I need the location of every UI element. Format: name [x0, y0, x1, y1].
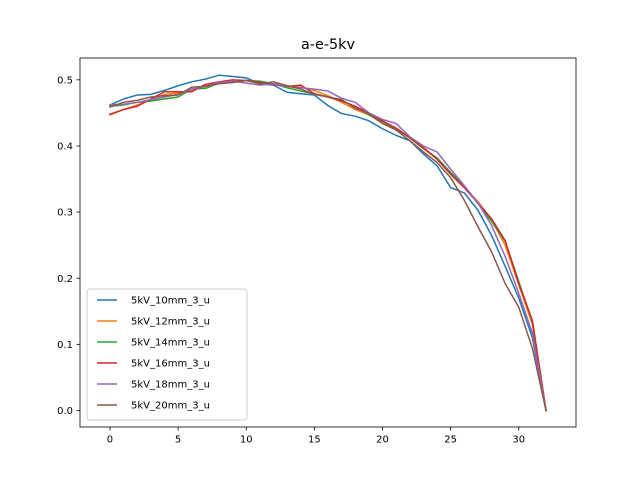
y-tick-label: 0.3	[57, 208, 73, 219]
y-tick-label: 0.5	[57, 75, 73, 86]
y-tick-label: 0.4	[57, 142, 73, 153]
chart-title: a-e-5kv	[301, 37, 356, 53]
legend-label: 5kV_12mm_3_u	[131, 317, 210, 328]
legend-label: 5kV_10mm_3_u	[131, 296, 210, 307]
y-tick-label: 0.2	[57, 274, 73, 285]
x-tick-label: 25	[444, 435, 457, 446]
x-tick-label: 20	[376, 435, 389, 446]
legend-label: 5kV_14mm_3_u	[131, 338, 210, 349]
x-tick-label: 30	[512, 435, 525, 446]
y-tick-label: 0.1	[57, 340, 73, 351]
x-axis-ticks: 0 5 10 15 20 25 30	[107, 427, 525, 446]
legend-label: 5kV_18mm_3_u	[131, 380, 210, 391]
y-tick-label: 0.0	[57, 406, 73, 417]
x-tick-label: 15	[308, 435, 321, 446]
plot-lines	[108, 74, 547, 412]
legend-label: 5kV_20mm_3_u	[131, 401, 210, 412]
x-tick-label: 10	[240, 435, 253, 446]
y-axis-ticks: 0.0 0.1 0.2 0.3 0.4 0.5	[57, 75, 80, 417]
x-tick-label: 0	[107, 435, 113, 446]
legend-label: 5kV_16mm_3_u	[131, 359, 210, 370]
plot-frame	[79, 57, 577, 428]
series-line-5kV_10mm_3_u	[108, 74, 547, 412]
legend-box	[86, 288, 248, 421]
series-line-5kV_20mm_3_u	[109, 79, 547, 412]
x-tick-label: 5	[175, 435, 181, 446]
legend: 5kV_10mm_3_u 5kV_12mm_3_u 5kV_14mm_3_u 5kV_…	[86, 288, 248, 421]
